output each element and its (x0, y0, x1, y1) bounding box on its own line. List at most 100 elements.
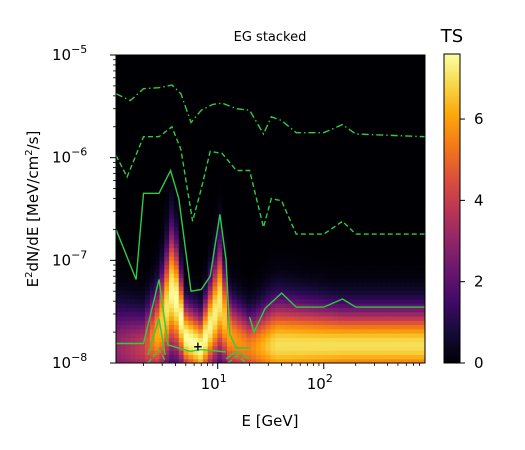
heatmap-cell (309, 97, 315, 103)
heatmap-cell (178, 230, 185, 236)
heatmap-cell (347, 84, 354, 90)
heatmap-cell (376, 281, 383, 287)
heatmap-cell (188, 247, 194, 253)
heatmap-cell (304, 213, 310, 219)
heatmap-cell (140, 84, 146, 90)
heatmap-cell (299, 191, 305, 197)
heatmap-cell (130, 333, 136, 338)
heatmap-cell (236, 132, 243, 137)
heatmap-cell (188, 213, 194, 219)
heatmap-cell (212, 187, 218, 193)
heatmap-cell (367, 187, 373, 193)
heatmap-cell (116, 213, 122, 219)
heatmap-cell (362, 251, 368, 257)
heatmap-cell (309, 350, 315, 356)
heatmap-cell (120, 153, 127, 159)
heatmap-cell (294, 102, 301, 107)
heatmap-cell (410, 209, 416, 214)
heatmap-cell (352, 102, 359, 107)
heatmap-cell (371, 286, 378, 291)
heatmap-cell (313, 341, 320, 347)
heatmap-cell (270, 72, 276, 77)
heatmap-cell (410, 260, 416, 266)
heatmap-cell (164, 123, 170, 129)
heatmap-cell (135, 106, 141, 112)
heatmap-cell (183, 174, 190, 180)
heatmap-cell (304, 247, 310, 253)
heatmap-cell (410, 281, 416, 287)
heatmap-cell (410, 213, 416, 219)
heatmap-cell (135, 166, 141, 172)
heatmap-cell (420, 157, 425, 163)
heatmap-cell (391, 97, 397, 103)
heatmap-cell (130, 97, 136, 103)
heatmap-cell (391, 84, 397, 90)
heatmap-cell (256, 153, 262, 159)
heatmap-cell (347, 256, 354, 261)
heatmap-cell (362, 307, 368, 313)
heatmap-cell (318, 290, 325, 296)
heatmap-cell (149, 80, 156, 86)
heatmap-cell (251, 286, 257, 291)
heatmap-cell (362, 345, 368, 351)
heatmap-cell (318, 200, 325, 206)
heatmap-cell (183, 260, 190, 266)
heatmap-cell (304, 144, 310, 150)
best-fit-marker-symbol: + (193, 339, 203, 353)
heatmap-cell (405, 243, 412, 249)
heatmap-cell (241, 273, 247, 279)
heatmap-cell (140, 80, 146, 86)
heatmap-cell (159, 209, 165, 214)
heatmap-cell (120, 298, 127, 304)
heatmap-cell (328, 114, 334, 120)
heatmap-cell (289, 80, 296, 86)
heatmap-cell (144, 320, 151, 326)
heatmap-cell (193, 298, 199, 304)
heatmap-cell (357, 191, 363, 197)
heatmap-cell (347, 273, 354, 279)
heatmap-cell (381, 166, 387, 172)
heatmap-cell (159, 290, 165, 296)
heatmap-cell (173, 230, 180, 236)
heatmap-cell (130, 132, 136, 137)
heatmap-cell (169, 320, 175, 326)
heatmap-cell (251, 166, 257, 172)
heatmap-cell (149, 230, 156, 236)
heatmap-cell (202, 238, 209, 244)
heatmap-cell (381, 204, 387, 210)
heatmap-cell (323, 196, 330, 202)
heatmap-cell (227, 311, 233, 317)
heatmap-cell (313, 234, 320, 240)
heatmap-cell (144, 76, 151, 82)
heatmap-cell (357, 209, 363, 214)
heatmap-cell (289, 110, 296, 116)
heatmap-cell (309, 337, 315, 343)
heatmap-cell (318, 268, 325, 274)
heatmap-cell (231, 102, 238, 107)
heatmap-cell (241, 264, 247, 270)
heatmap-cell (294, 221, 301, 227)
heatmap-cell (193, 273, 199, 279)
heatmap-cell (338, 303, 344, 308)
heatmap-cell (144, 97, 151, 103)
heatmap-cell (164, 209, 170, 214)
heatmap-cell (294, 84, 301, 90)
heatmap-cell (178, 286, 185, 291)
heatmap-cell (149, 311, 156, 317)
heatmap-cell (125, 290, 132, 296)
heatmap-cell (246, 183, 252, 189)
heatmap-cell (246, 59, 252, 65)
heatmap-cell (299, 97, 305, 103)
heatmap-cell (256, 110, 262, 116)
heatmap-cell (304, 149, 310, 154)
heatmap-cell (265, 234, 272, 240)
heatmap-cell (420, 119, 425, 125)
heatmap-cell (309, 187, 315, 193)
heatmap-cell (347, 55, 354, 60)
heatmap-cell (338, 119, 344, 125)
heatmap-cell (357, 328, 363, 334)
heatmap-cell (328, 170, 334, 176)
heatmap-cell (231, 170, 238, 176)
heatmap-cell (299, 286, 305, 291)
heatmap-cell (280, 273, 286, 279)
